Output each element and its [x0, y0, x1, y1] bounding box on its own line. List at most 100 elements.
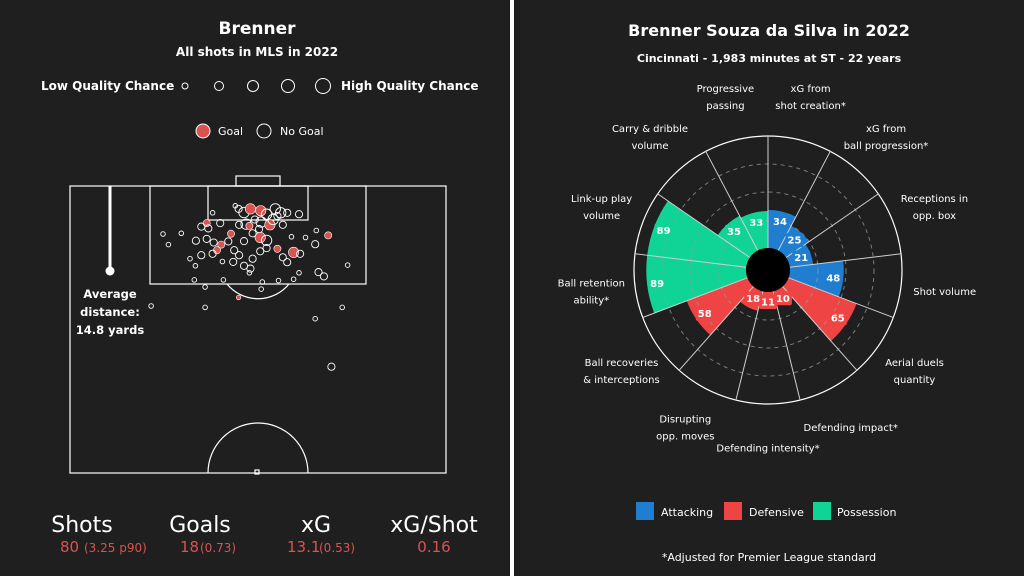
center-circle-arc: [207, 422, 309, 474]
radar-value-label: 18: [746, 294, 760, 305]
goal-frame: [235, 175, 281, 187]
shot-goal-marker: [213, 246, 221, 255]
shot-miss-marker: [260, 234, 273, 247]
shot-miss-marker: [197, 222, 206, 231]
shot-miss-marker: [148, 303, 154, 309]
radar-value-box: [785, 233, 804, 248]
radar-value-label: 25: [788, 236, 802, 247]
legend-defensive-swatch: [724, 502, 742, 520]
shot-miss-marker: [178, 230, 185, 237]
shot-goal-marker: [264, 219, 276, 231]
shot-miss-marker: [267, 213, 279, 226]
shot-miss-marker: [296, 249, 305, 258]
shot-miss-marker: [187, 255, 193, 262]
radar-wedge: [646, 255, 748, 314]
radar-value-label: 34: [773, 217, 787, 228]
radar-value-box: [744, 291, 763, 306]
radar-svg: Brenner Souza da Silva in 2022 Cincinnat…: [558, 21, 977, 564]
shot-goal-marker: [236, 294, 242, 301]
shot-goal-marker: [244, 203, 256, 215]
radar-value-box: [828, 311, 847, 326]
radar-value-label: 65: [831, 314, 845, 325]
shot-goal-marker: [245, 221, 254, 230]
stat-shots-label: Shots: [51, 513, 112, 538]
goal-legend-label: Goal: [218, 125, 243, 138]
shot-miss-marker: [319, 272, 328, 281]
stat-goals-label: Goals: [169, 513, 231, 538]
shot-miss-marker: [259, 279, 266, 285]
quality-scale-2: [214, 81, 224, 91]
radar-value-box: [824, 270, 843, 285]
shot-goal-marker: [254, 232, 266, 244]
stat-xg-value: 13.1: [287, 538, 320, 556]
shot-miss-marker: [258, 286, 264, 292]
shot-miss-marker: [246, 270, 253, 276]
pitch: [69, 175, 447, 475]
radar-spoke: [788, 277, 894, 318]
radar-value-box: [725, 224, 743, 239]
shot-miss-marker: [208, 249, 217, 258]
shot-miss-marker: [202, 304, 208, 311]
radar-value-label: 35: [727, 227, 741, 238]
shot-miss-marker: [312, 315, 318, 322]
high-quality-label: High Quality Chance: [341, 79, 479, 93]
shot-goal-marker: [324, 231, 333, 240]
shot-miss-marker: [191, 277, 198, 283]
center-spot: [254, 469, 260, 475]
radar-category-label: Receptions in opp. box: [901, 194, 968, 222]
radar-category-label: Shot volume: [913, 287, 976, 298]
shot-goal-marker: [273, 244, 282, 253]
shotmap-title: Brenner: [219, 19, 297, 39]
radar-value-label: 11: [761, 298, 775, 309]
radar-category-label: Carry & dribble volume: [612, 124, 688, 152]
legend-defensive-label: Defensive: [749, 506, 804, 519]
radar-spoke: [705, 151, 759, 251]
radar-category-label: Ball retention ability*: [558, 279, 625, 307]
shot-miss-marker: [232, 203, 239, 209]
shot-miss-marker: [220, 277, 227, 283]
radar-value-label: 58: [698, 309, 712, 320]
radar-category-label: Disrupting opp. moves: [656, 415, 714, 443]
shot-miss-marker: [256, 247, 265, 256]
stat-shots: Shots 80 (3.25 p90): [51, 513, 147, 556]
radar-category-label: Ball recoveries & interceptions: [583, 358, 659, 386]
shot-miss-marker: [239, 237, 249, 246]
radar-value-box: [747, 215, 766, 230]
stat-goals-sub: (0.73): [200, 541, 236, 555]
radar-spoke: [789, 253, 902, 268]
shot-miss-marker: [288, 234, 295, 240]
radar-value-label: 89: [657, 226, 671, 237]
radar-value-box: [648, 276, 667, 291]
radar-value-label: 21: [794, 253, 808, 264]
shot-miss-marker: [344, 262, 351, 268]
shot-miss-marker: [202, 234, 211, 243]
shot-miss-marker: [165, 241, 172, 248]
avg-label-2: distance:: [80, 305, 140, 319]
shot-miss-marker: [339, 304, 345, 311]
shot-miss-marker: [327, 362, 336, 371]
radar-grid-ring: [689, 191, 847, 349]
radar-value-label: 48: [826, 273, 840, 284]
radar-spoke: [782, 286, 858, 371]
stat-xg-label: xG: [301, 513, 331, 538]
radar-value-box: [792, 250, 811, 265]
low-quality-label: Low Quality Chance: [41, 79, 174, 93]
shot-miss-marker: [160, 231, 166, 237]
shot-miss-marker: [248, 254, 257, 263]
shot-miss-marker: [202, 284, 208, 290]
radar-value-box: [759, 295, 777, 309]
radar-spoke: [657, 193, 751, 258]
shot-miss-marker: [290, 276, 297, 282]
radar-value-box: [773, 291, 792, 306]
shot-miss-marker: [224, 237, 233, 246]
stat-shots-value: 80: [60, 538, 79, 556]
goal-legend-marker: [195, 123, 211, 139]
radar-spoke: [735, 291, 764, 401]
radar-footnote: *Adjusted for Premier League standard: [662, 551, 876, 564]
shot-miss-marker: [278, 220, 287, 229]
shot-miss-marker: [219, 258, 226, 265]
shot-miss-marker: [250, 215, 259, 224]
shot-miss-marker: [209, 210, 216, 216]
avg-label-1: Average: [83, 287, 136, 301]
